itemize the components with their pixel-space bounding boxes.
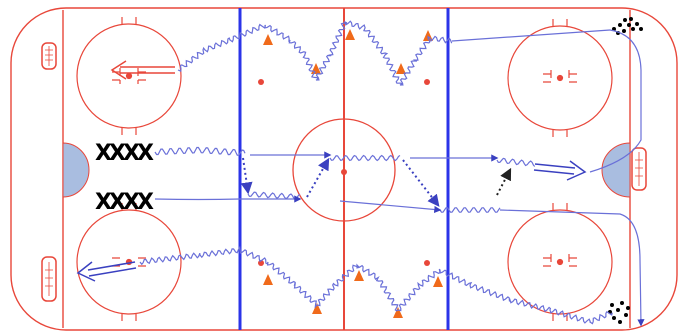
dotted-pass-arrows (240, 157, 440, 207)
neutral-dot (424, 260, 430, 266)
player-x-icon: X (109, 141, 126, 166)
player-x-icon: X (123, 141, 140, 166)
faceoff-circle-bottom-right (507, 203, 613, 321)
pass-line (154, 195, 302, 203)
drill-paths (139, 20, 613, 325)
pass-line (589, 29, 642, 173)
player-x-icon: X (95, 190, 112, 215)
player-group-top: X X X X (95, 141, 154, 166)
skating-path-lower (247, 191, 301, 200)
player-x-icon: X (95, 141, 112, 166)
net-icon (41, 42, 57, 70)
player-x-icon: X (123, 190, 140, 215)
faceoff-circle-top-right (507, 19, 613, 137)
pass-line (499, 209, 645, 327)
pass-line (451, 29, 611, 42)
goal-crease-right (601, 142, 631, 198)
player-x-icon: X (137, 141, 154, 166)
skating-path-top (177, 20, 453, 86)
net-icon (41, 256, 57, 302)
dotted-pass (306, 157, 330, 198)
skating-path-center (154, 146, 246, 156)
dotted-pass (240, 157, 253, 195)
shot-arrow-icon (533, 160, 587, 181)
player-group-bottom: X X X X (95, 190, 154, 215)
shot-arrow-icon (110, 60, 175, 80)
skating-path-center-3 (496, 157, 536, 167)
skating-path-center-2 (329, 154, 401, 162)
puck-pile-icon (608, 301, 630, 324)
pass-line (339, 200, 442, 214)
skating-path-bottom (139, 245, 613, 325)
center-faceoff-dot (341, 169, 347, 175)
center-faceoff-circle (292, 118, 396, 222)
shot-arrow-icon (76, 261, 137, 282)
player-x-icon: X (137, 190, 154, 215)
net-icon (631, 147, 647, 191)
skating-path-lower-2 (439, 207, 501, 213)
pass-lines (154, 29, 645, 327)
goal-crease-left (62, 142, 90, 198)
neutral-dot (258, 79, 264, 85)
player-x-icon: X (109, 190, 126, 215)
neutral-dot (424, 79, 430, 85)
